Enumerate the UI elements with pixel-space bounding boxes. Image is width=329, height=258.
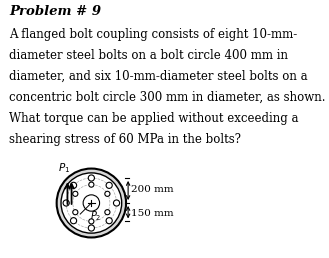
Text: $P_2$: $P_2$ — [90, 209, 102, 223]
Circle shape — [89, 182, 94, 187]
Text: A flanged bolt coupling consists of eight 10-mm-: A flanged bolt coupling consists of eigh… — [9, 28, 297, 41]
Circle shape — [73, 191, 78, 196]
Circle shape — [89, 219, 94, 224]
Text: diameter, and six 10-mm-diameter steel bolts on a: diameter, and six 10-mm-diameter steel b… — [9, 70, 308, 83]
Text: $P_1$: $P_1$ — [58, 162, 70, 175]
Circle shape — [61, 173, 122, 233]
Circle shape — [106, 218, 112, 224]
Circle shape — [105, 210, 110, 215]
Text: 200 mm: 200 mm — [131, 185, 174, 194]
Text: Problem # 9: Problem # 9 — [9, 5, 101, 18]
Circle shape — [106, 182, 112, 188]
Circle shape — [70, 182, 77, 188]
Text: What torque can be applied without exceeding a: What torque can be applied without excee… — [9, 112, 299, 125]
Circle shape — [70, 218, 77, 224]
Circle shape — [63, 200, 69, 206]
Circle shape — [88, 175, 94, 181]
Text: shearing stress of 60 MPa in the bolts?: shearing stress of 60 MPa in the bolts? — [9, 133, 241, 146]
Circle shape — [83, 195, 100, 211]
Circle shape — [114, 200, 120, 206]
Circle shape — [73, 210, 78, 215]
Text: diameter steel bolts on a bolt circle 400 mm in: diameter steel bolts on a bolt circle 40… — [9, 49, 288, 62]
Circle shape — [105, 191, 110, 196]
Circle shape — [88, 225, 94, 231]
Circle shape — [57, 168, 126, 237]
Text: concentric bolt circle 300 mm in diameter, as shown.: concentric bolt circle 300 mm in diamete… — [9, 91, 326, 104]
Text: 150 mm: 150 mm — [131, 209, 174, 218]
